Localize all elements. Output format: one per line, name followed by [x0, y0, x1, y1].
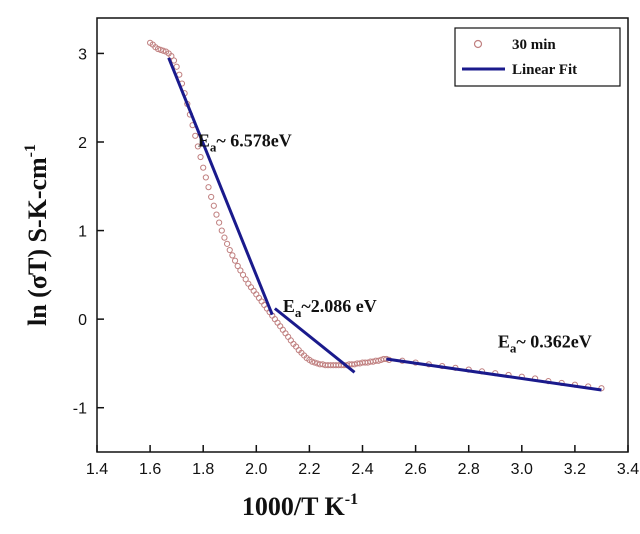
data-point-34: [237, 267, 244, 274]
data-point-40: [253, 291, 260, 298]
data-point-27: [218, 227, 225, 234]
x-tick-label-7: 2.8: [458, 461, 480, 478]
y-tick-label-1: 0: [78, 312, 87, 329]
x-axis: 1.4 1.6 1.8 2.0 2.2 2.4 2.6 2.8 3.0 3.2 3.4: [86, 445, 639, 478]
y-tick-label-3: 2: [78, 135, 87, 152]
data-point-33: [234, 262, 241, 270]
data-point-18: [194, 143, 201, 150]
data-point-29: [223, 240, 231, 247]
linear-fits: [167, 57, 602, 392]
data-point-48: [274, 319, 281, 326]
data-point-8: [168, 52, 175, 60]
activation-energy-label-2: Ea~ 0.362eV: [498, 331, 592, 355]
data-point-4: [157, 46, 164, 53]
data-point-5: [160, 47, 167, 54]
data-point-51: [282, 330, 289, 337]
data-point-10: [173, 63, 180, 70]
data-point-47: [271, 316, 278, 323]
data-point-41: [255, 294, 263, 301]
x-tick-label-4: 2.2: [298, 461, 320, 478]
x-tick-label-5: 2.4: [351, 461, 373, 478]
data-point-30: [226, 246, 233, 254]
data-point-53: [287, 337, 294, 344]
x-tick-label-9: 3.2: [564, 461, 586, 478]
data-point-50: [279, 326, 286, 333]
data-point-49: [277, 323, 284, 330]
data-point-31: [229, 252, 236, 259]
data-point-20: [200, 164, 207, 171]
x-tick-label-10: 3.4: [617, 461, 639, 478]
data-point-52: [285, 333, 292, 340]
data-point-22: [205, 184, 212, 191]
data-point-24: [210, 202, 217, 209]
legend-label-linear-fit: Linear Fit: [512, 62, 577, 78]
data-point-35: [239, 271, 247, 278]
linear-fit-1: [273, 307, 356, 374]
data-point-37: [245, 280, 252, 287]
y-axis-title: ln (σT) S-K-cm-1: [22, 144, 52, 326]
x-tick-label-2: 1.8: [192, 461, 214, 478]
data-point-38: [247, 284, 255, 291]
data-point-21: [202, 174, 209, 181]
y-tick-label-4: 3: [78, 46, 87, 63]
data-point-86: [375, 357, 382, 364]
data-point-25: [213, 211, 220, 218]
linear-fit-0: [167, 57, 274, 316]
legend-box: [454, 27, 621, 87]
data-point-26: [216, 219, 223, 226]
data-point-42: [258, 298, 265, 305]
y-tick-label-0: -1: [73, 401, 87, 418]
activation-energy-label-0: Ea~ 6.578eV: [198, 130, 292, 154]
data-point-28: [221, 234, 228, 241]
data-point-39: [250, 287, 257, 294]
linear-fit-2: [386, 357, 602, 392]
activation-energy-label-1: Ea~2.086 eV: [283, 296, 377, 320]
x-axis-title: 1000/T K-1: [242, 491, 358, 521]
x-tick-label-3: 2.0: [245, 461, 267, 478]
x-tick-label-0: 1.4: [86, 461, 108, 478]
data-point-23: [208, 193, 215, 201]
y-tick-label-2: 1: [78, 224, 87, 241]
x-tick-label-1: 1.6: [139, 461, 161, 478]
legend: 30 min Linear Fit: [454, 27, 621, 87]
legend-marker-30min: [473, 39, 483, 49]
data-point-19: [197, 153, 204, 161]
data-point-9: [170, 57, 178, 64]
x-tick-label-8: 3.0: [511, 461, 533, 478]
legend-label-30min: 30 min: [512, 37, 556, 53]
data-point-62: [311, 359, 318, 366]
y-axis: -1 0 1 2 3: [73, 46, 104, 418]
annotations: Ea~ 6.578eV Ea~2.086 eV Ea~ 0.362eV: [198, 130, 592, 355]
data-point-32: [231, 257, 239, 264]
data-point-3: [154, 45, 162, 53]
data-point-61: [308, 358, 316, 365]
data-point-17: [192, 132, 199, 139]
x-tick-label-6: 2.6: [404, 461, 426, 478]
data-point-36: [242, 276, 249, 283]
